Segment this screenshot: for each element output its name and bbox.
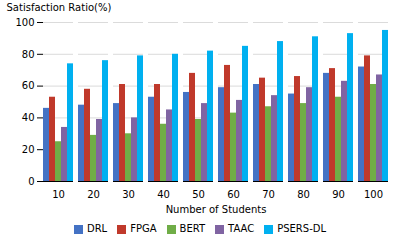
svg-text:40: 40	[157, 189, 170, 200]
svg-text:100: 100	[364, 189, 383, 200]
html-text:BERT: BERT	[179, 223, 206, 234]
html-text:FPGA: FPGA	[130, 223, 157, 234]
svg-text:50: 50	[192, 189, 205, 200]
html-text:PSERS-DL: PSERS-DL	[277, 223, 326, 234]
svg-text:Satisfaction Ratio(%): Satisfaction Ratio(%)	[7, 2, 112, 13]
svg-text:40: 40	[22, 112, 35, 123]
svg-text:70: 70	[262, 189, 275, 200]
svg-text:80: 80	[22, 49, 35, 60]
html-text:TAAC: TAAC	[228, 223, 255, 234]
svg-text:100: 100	[15, 17, 34, 28]
svg-text:80: 80	[297, 189, 310, 200]
svg-text:90: 90	[332, 189, 345, 200]
svg-text:10: 10	[52, 189, 65, 200]
svg-text:20: 20	[22, 144, 35, 155]
svg-text:Number of Students: Number of Students	[166, 204, 267, 215]
svg-text:30: 30	[122, 189, 135, 200]
svg-text:0: 0	[28, 176, 34, 187]
svg-text:60: 60	[22, 80, 35, 91]
html-text:DRL: DRL	[86, 223, 108, 234]
svg-text:60: 60	[227, 189, 240, 200]
svg-text:20: 20	[87, 189, 100, 200]
